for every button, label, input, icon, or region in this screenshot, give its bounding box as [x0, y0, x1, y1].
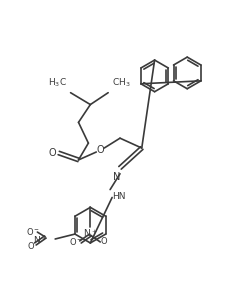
- Text: CH$_3$: CH$_3$: [112, 76, 131, 89]
- Text: O: O: [96, 145, 104, 155]
- Text: O: O: [49, 148, 57, 158]
- Text: O: O: [101, 237, 107, 246]
- Text: N$^+$: N$^+$: [83, 227, 98, 239]
- Text: HN: HN: [112, 192, 126, 200]
- Text: O$^-$: O$^-$: [69, 237, 83, 248]
- Text: H$_3$C: H$_3$C: [48, 76, 67, 89]
- Text: N: N: [113, 172, 121, 182]
- Text: N$^+$: N$^+$: [33, 234, 47, 246]
- Text: O: O: [27, 242, 34, 252]
- Text: O$^-$: O$^-$: [26, 226, 40, 237]
